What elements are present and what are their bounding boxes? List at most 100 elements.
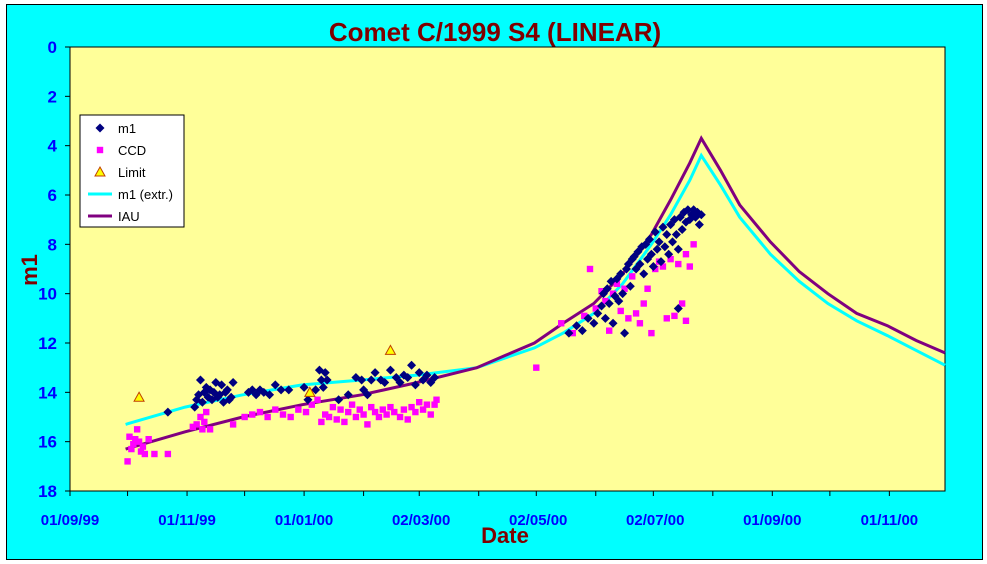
x-tick-label: 01/01/00	[275, 512, 333, 529]
point-ccd	[193, 421, 200, 428]
point-m1	[577, 326, 587, 336]
point-m1	[403, 373, 413, 383]
point-ccd	[141, 450, 149, 458]
point-m1	[284, 385, 294, 395]
point-m1	[602, 284, 612, 294]
point-ccd	[419, 406, 427, 413]
point-ccd	[533, 364, 540, 371]
legend-swatch	[96, 146, 104, 154]
x-axis-label: Date	[481, 523, 529, 548]
point-ccd	[416, 399, 423, 406]
point-m1	[646, 249, 656, 259]
x-tick-label: 02/05/00	[509, 512, 567, 529]
point-m1	[623, 259, 633, 269]
point-m1	[639, 269, 649, 279]
point-m1	[407, 360, 417, 370]
point-ccd	[201, 418, 208, 426]
point-m1	[265, 390, 275, 400]
point-ccd	[375, 413, 383, 421]
point-ccd	[648, 329, 655, 337]
point-m1	[385, 365, 395, 375]
point-m1	[334, 395, 344, 405]
point-ccd	[592, 305, 599, 312]
point-ccd	[423, 401, 431, 408]
point-m1	[357, 375, 367, 385]
point-ccd	[325, 413, 333, 421]
point-ccd	[686, 263, 693, 270]
point-ccd	[124, 458, 131, 465]
point-m1	[668, 237, 678, 247]
point-m1	[410, 380, 420, 390]
point-limit	[384, 344, 397, 355]
point-ccd	[287, 413, 294, 421]
y-tick-label: 4	[48, 137, 58, 156]
point-m1	[583, 313, 593, 323]
point-m1	[614, 296, 624, 306]
point-m1	[673, 303, 683, 313]
point-ccd	[308, 401, 315, 408]
point-ccd	[337, 406, 344, 413]
chart-svg: Comet C/1999 S4 (LINEAR) 0 2 4 6 8 10 12 14 16 18…	[17, 17, 946, 548]
point-m1	[604, 299, 614, 309]
point-m1	[662, 229, 672, 239]
legend: m1 CCD Limit m1 (extr.) IAU	[79, 114, 185, 228]
chart-area: Comet C/1999 S4 (LINEAR) 0 2 4 6 8 10 12 14 16 18…	[6, 4, 983, 560]
point-ccd	[151, 450, 158, 458]
point-ccd	[199, 426, 206, 433]
point-m1	[251, 390, 261, 400]
point-ccd	[629, 273, 636, 280]
point-m1	[222, 385, 232, 395]
point-m1	[620, 328, 630, 338]
point-ccd	[249, 411, 256, 418]
point-m1	[299, 382, 309, 392]
point-ccd	[667, 255, 674, 263]
point-ccd	[352, 413, 360, 421]
point-ccd	[404, 416, 411, 423]
point-ccd	[613, 280, 621, 287]
y-tick-label: 12	[38, 334, 57, 353]
point-m1	[366, 375, 376, 385]
point-ccd	[314, 396, 321, 403]
point-ccd	[379, 406, 386, 413]
point-ccd	[272, 406, 279, 413]
point-m1	[589, 318, 599, 328]
legend-swatch	[94, 165, 106, 177]
point-m1	[322, 375, 332, 385]
point-ccd	[581, 312, 588, 320]
point-ccd	[133, 426, 141, 433]
point-ccd	[690, 241, 697, 248]
point-m1	[635, 259, 645, 269]
point-ccd	[408, 403, 415, 411]
point-m1	[318, 382, 328, 392]
y-tick-label: 16	[38, 433, 57, 452]
point-m1	[654, 237, 664, 247]
point-m1	[696, 210, 706, 220]
y-tick-label: 14	[38, 383, 57, 402]
point-ccd	[132, 436, 139, 443]
y-tick-label: 0	[48, 38, 57, 57]
point-ccd	[659, 263, 667, 270]
x-tick-label: 01/09/99	[41, 512, 99, 529]
point-m1	[380, 377, 390, 387]
point-m1	[618, 289, 628, 299]
point-ccd	[636, 320, 644, 327]
point-ccd	[675, 260, 682, 268]
point-ccd	[295, 406, 302, 413]
legend-label: CCD	[118, 143, 146, 158]
point-ccd	[302, 408, 310, 416]
point-ccd	[345, 408, 352, 416]
point-m1	[270, 380, 280, 390]
point-m1	[311, 385, 321, 395]
point-m1	[597, 301, 607, 311]
point-ccd	[412, 408, 419, 416]
point-ccd	[206, 426, 214, 433]
x-tick-label: 01/09/00	[743, 512, 801, 529]
point-m1	[395, 377, 405, 387]
point-ccd	[625, 315, 632, 322]
point-m1	[228, 377, 238, 387]
point-m1	[362, 390, 372, 400]
point-ccd	[128, 445, 135, 453]
series-points	[124, 205, 706, 465]
y-tick-label: 8	[48, 235, 57, 254]
x-tick-label: 01/11/99	[158, 512, 216, 529]
